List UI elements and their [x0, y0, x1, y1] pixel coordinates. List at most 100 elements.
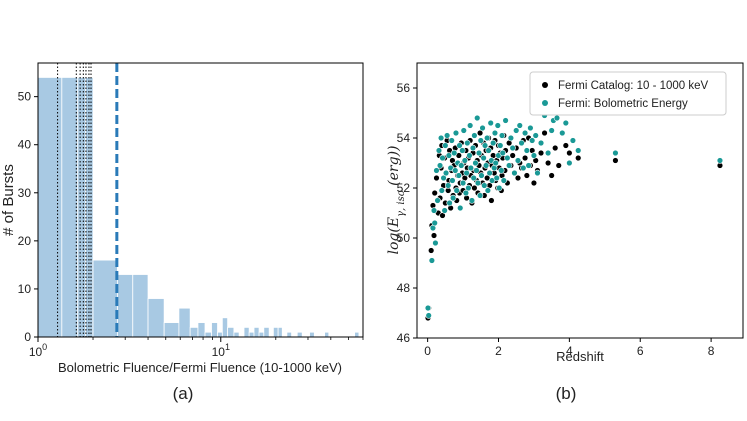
catalog-point-111 — [575, 154, 582, 162]
bolometric-point-100 — [532, 132, 539, 139]
catalog-point-88 — [509, 152, 516, 159]
bolometric-point-52 — [474, 114, 481, 122]
bolometric-point-16 — [442, 142, 449, 149]
bolometric-point-35 — [459, 147, 466, 154]
bolometric-point-97 — [527, 124, 534, 132]
bolometric-point-33 — [457, 204, 464, 212]
bolometric-point-48 — [470, 174, 477, 182]
catalog-point-63 — [483, 174, 491, 182]
hist-bar-12 — [204, 331, 212, 338]
bolometric-point-20 — [445, 152, 453, 159]
bolometric-point-23 — [448, 137, 455, 144]
catalog-point-55 — [476, 129, 484, 137]
bolometric-point-99 — [530, 152, 538, 159]
panel-b-legend: Fermi Catalog: 10 - 1000 keV Fermi: Bolo… — [529, 71, 727, 116]
bolometric-point-4 — [430, 207, 438, 214]
bolometric-point-47 — [469, 144, 477, 152]
bolometric-point-90 — [514, 157, 522, 164]
hist-bar-22 — [258, 331, 265, 338]
ylabel-post: (erg)) — [386, 145, 402, 190]
b-xtick-label-2: 2 — [495, 344, 502, 358]
bolometric-point-54 — [475, 149, 483, 157]
bolometric-point-7 — [433, 167, 440, 174]
bolometric-point-18 — [443, 132, 451, 139]
bolometric-point-75 — [494, 122, 501, 129]
bolometric-point-14 — [440, 174, 447, 182]
bolometric-point-65 — [485, 147, 492, 154]
bolometric-point-1 — [425, 312, 432, 319]
bolometric-point-62 — [482, 162, 490, 169]
bolometric-point-93 — [520, 164, 527, 172]
bolometric-point-81 — [499, 149, 506, 157]
hist-bar-11 — [197, 322, 206, 338]
b-ytick-label-46: 46 — [397, 331, 411, 345]
bolometric-point-91 — [516, 122, 523, 129]
a-xtick-label-10: 101 — [212, 342, 230, 359]
bolometric-point-107 — [553, 114, 561, 122]
hist-bar-16 — [227, 326, 235, 338]
hist-bar-7 — [147, 298, 165, 338]
hist-bar-8 — [163, 322, 180, 338]
hist-bar-23 — [263, 326, 270, 338]
bolometric-point-61 — [481, 142, 489, 149]
bolometric-point-85 — [505, 162, 513, 169]
catalog-point-108 — [555, 162, 562, 169]
legend-marker-catalog — [542, 82, 548, 88]
bolometric-point-2 — [428, 257, 436, 264]
hist-bar-28 — [286, 331, 292, 338]
bolometric-point-42 — [465, 184, 472, 192]
bolometric-point-77 — [496, 184, 503, 192]
bolometric-point-92 — [518, 139, 525, 147]
bolometric-point-94 — [521, 129, 529, 137]
bolometric-point-111 — [569, 137, 577, 144]
bolometric-point-87 — [509, 144, 516, 152]
a-ytick-label-30: 30 — [18, 186, 32, 200]
bolometric-point-39 — [462, 189, 470, 197]
catalog-point-112 — [612, 157, 619, 164]
a-ytick-label-0: 0 — [24, 330, 31, 344]
bolometric-point-84 — [504, 154, 511, 162]
hist-bar-1 — [61, 77, 79, 338]
a-ytick-label-10: 10 — [18, 282, 32, 296]
bolometric-point-46 — [468, 197, 476, 204]
bolometric-point-79 — [498, 167, 505, 174]
hist-bar-20 — [248, 331, 255, 338]
panel-b-x-ticks: 0 2 4 6 8 — [424, 338, 715, 358]
bolometric-point-57 — [478, 172, 485, 179]
catalog-point-5 — [430, 232, 438, 239]
hist-bar-31 — [324, 331, 330, 338]
a-ytick-label-20: 20 — [18, 234, 32, 248]
bolometric-point-15 — [441, 207, 448, 214]
panel-a: 0 10 20 30 40 50 100 101 Bolometric Fluence/Fe… — [0, 62, 364, 403]
bolometric-point-6 — [432, 239, 439, 247]
hist-bar-9 — [178, 307, 191, 338]
catalog-point-109 — [562, 142, 570, 149]
catalog-point-91 — [514, 174, 522, 182]
b-xtick-label-6: 6 — [637, 344, 644, 358]
bolometric-point-0 — [424, 304, 432, 312]
bolometric-point-29 — [453, 187, 460, 194]
hist-bar-21 — [253, 326, 260, 338]
panel-a-xlabel: Bolometric Fluence/Fermi Fluence (10-100… — [58, 360, 342, 375]
b-ytick-label-54: 54 — [397, 131, 411, 145]
bolometric-point-17 — [442, 169, 450, 177]
bolometric-point-55 — [476, 192, 484, 199]
bolometric-point-34 — [458, 162, 465, 169]
ylabel-pre: log( — [386, 227, 402, 255]
bolometric-point-82 — [500, 177, 508, 184]
b-ytick-label-56: 56 — [397, 81, 411, 95]
bolometric-point-101 — [534, 169, 541, 177]
bolometric-point-108 — [559, 129, 566, 137]
bolometric-point-11 — [437, 134, 445, 142]
bolometric-point-50 — [472, 159, 479, 167]
catalog-point-104 — [541, 129, 548, 137]
catalog-point-49 — [471, 184, 478, 192]
bolometric-point-114 — [716, 157, 724, 164]
bolometric-point-78 — [497, 142, 504, 149]
panel-a-reference-lines — [57, 63, 119, 337]
bolometric-point-38 — [461, 157, 469, 164]
legend-marker-bolometric — [542, 100, 548, 106]
catalog-point-95 — [521, 154, 529, 162]
catalog-point-100 — [530, 179, 538, 187]
a-ytick-label-40: 40 — [18, 138, 32, 152]
